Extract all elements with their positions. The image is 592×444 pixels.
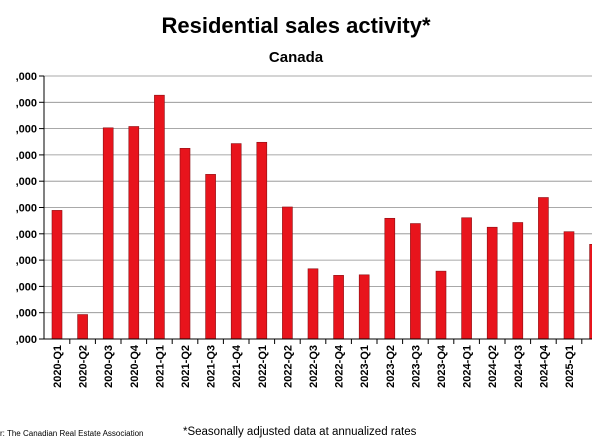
bar [205, 174, 216, 340]
x-tick-label: 2023-Q1 [359, 345, 371, 388]
y-tick-label: ,000 [16, 124, 37, 136]
bar [102, 127, 114, 340]
y-tick-label: ,000 [16, 71, 37, 83]
bar [410, 223, 421, 340]
y-tick-label: ,000 [16, 229, 37, 241]
bar [486, 226, 498, 340]
bar [333, 275, 344, 340]
bar [563, 231, 575, 340]
bar [512, 222, 524, 340]
bar [179, 148, 191, 340]
bar [358, 274, 370, 340]
y-tick-label: ,000 [16, 255, 37, 267]
chart-subtitle: Canada [269, 49, 324, 66]
bar [538, 197, 549, 340]
x-tick-label: 2022-Q2 [282, 345, 294, 388]
bar [51, 210, 63, 340]
bars [51, 94, 592, 340]
y-tick-label: ,000 [16, 150, 37, 162]
x-tick-label: 2025-Q1 [564, 345, 576, 388]
source-note: r: The Canadian Real Estate Association [0, 429, 144, 438]
axes [43, 76, 592, 340]
bar [435, 270, 447, 340]
y-axis-ticks: ,000 ,000 ,000 ,000 ,000 ,000 ,000 ,000 ,000 ,000… [16, 71, 44, 346]
bar [256, 141, 268, 340]
x-tick-label: 2020-Q3 [103, 345, 115, 388]
y-tick-label: ,000 [16, 281, 37, 293]
x-tick-label: 2024-Q4 [538, 344, 550, 388]
x-tick-label: 2023-Q4 [436, 344, 448, 388]
footnote: *Seasonally adjusted data at annualized … [183, 426, 417, 438]
x-axis-ticks: 2020-Q1 2020-Q2 2020-Q3 2020-Q4 2021-Q1 2021-… [52, 339, 583, 388]
x-tick-label: 2021-Q1 [154, 345, 166, 388]
x-tick-label: 2020-Q2 [78, 345, 90, 388]
x-tick-label: 2021-Q2 [180, 345, 192, 388]
x-tick-label: 2023-Q3 [410, 345, 422, 388]
bar [589, 244, 592, 340]
bar [384, 217, 396, 340]
x-tick-label: 2022-Q3 [308, 345, 320, 388]
bar [282, 206, 293, 340]
x-tick-label: 2020-Q4 [129, 344, 141, 388]
x-tick-label: 2022-Q4 [334, 344, 346, 388]
x-tick-label: 2020-Q1 [52, 345, 64, 388]
x-tick-label: 2022-Q1 [257, 345, 269, 388]
bar [461, 217, 472, 340]
x-tick-label: 2023-Q2 [385, 345, 397, 388]
y-tick-label: ,000 [16, 97, 37, 109]
bar [128, 126, 140, 340]
bar [230, 143, 242, 340]
x-tick-label: 2021-Q4 [231, 344, 243, 388]
chart-title: Residential sales activity* [161, 13, 430, 38]
bar [307, 268, 319, 340]
bar [154, 94, 165, 340]
x-tick-label: 2021-Q3 [206, 345, 218, 388]
x-tick-label: 2024-Q3 [513, 345, 525, 388]
y-tick-label: ,000 [16, 334, 37, 346]
y-tick-label: ,000 [16, 308, 37, 320]
x-tick-label: 2024-Q2 [487, 345, 499, 388]
y-tick-label: ,000 [16, 176, 37, 188]
y-tick-label: ,000 [16, 203, 37, 215]
bar [77, 314, 88, 340]
x-tick-label: 2024-Q1 [462, 345, 474, 388]
